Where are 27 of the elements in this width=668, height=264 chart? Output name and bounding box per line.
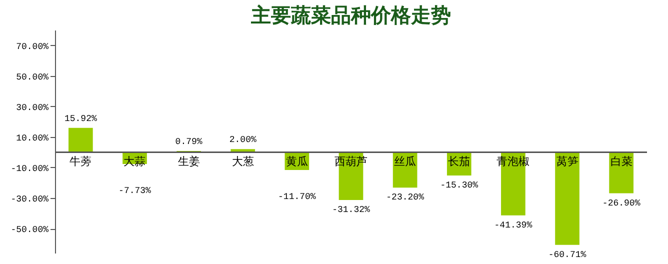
x-tick-label: 莴笋	[556, 155, 578, 168]
data-label: -31.32%	[332, 205, 370, 216]
y-tick-label: -50.00%	[10, 225, 50, 236]
x-tick-label: 大葱	[232, 155, 254, 168]
x-tick-label: 白菜	[610, 155, 632, 168]
data-label: -41.39%	[494, 220, 533, 230]
x-tick-label: 长茄	[448, 155, 470, 168]
y-tick-label: 70.00%	[16, 42, 50, 52]
chart-title: 主要蔬菜品种价格走势	[250, 4, 451, 27]
data-label: -7.73%	[118, 186, 152, 196]
data-label: -26.90%	[602, 198, 641, 208]
y-tick-label: -30.00%	[10, 194, 50, 205]
y-tick-label: 10.00%	[16, 133, 50, 144]
data-label: 2.00%	[229, 135, 257, 146]
x-tick-label: 黄瓜	[286, 155, 308, 168]
x-tick-label: 生姜	[178, 155, 200, 168]
x-tick-label: 牛蒡	[70, 155, 92, 168]
data-label: -23.20%	[386, 192, 425, 203]
data-label: -60.71%	[548, 250, 587, 260]
x-tick-label: 丝瓜	[394, 155, 416, 168]
data-label: 0.79%	[175, 136, 203, 147]
data-label: -11.70%	[278, 192, 316, 202]
data-label: 15.92%	[64, 114, 98, 124]
data-label: -15.30%	[440, 180, 479, 191]
y-tick-label: 50.00%	[16, 72, 50, 82]
y-tick-label: -10.00%	[10, 164, 50, 174]
y-tick-label: 30.00%	[16, 102, 50, 113]
